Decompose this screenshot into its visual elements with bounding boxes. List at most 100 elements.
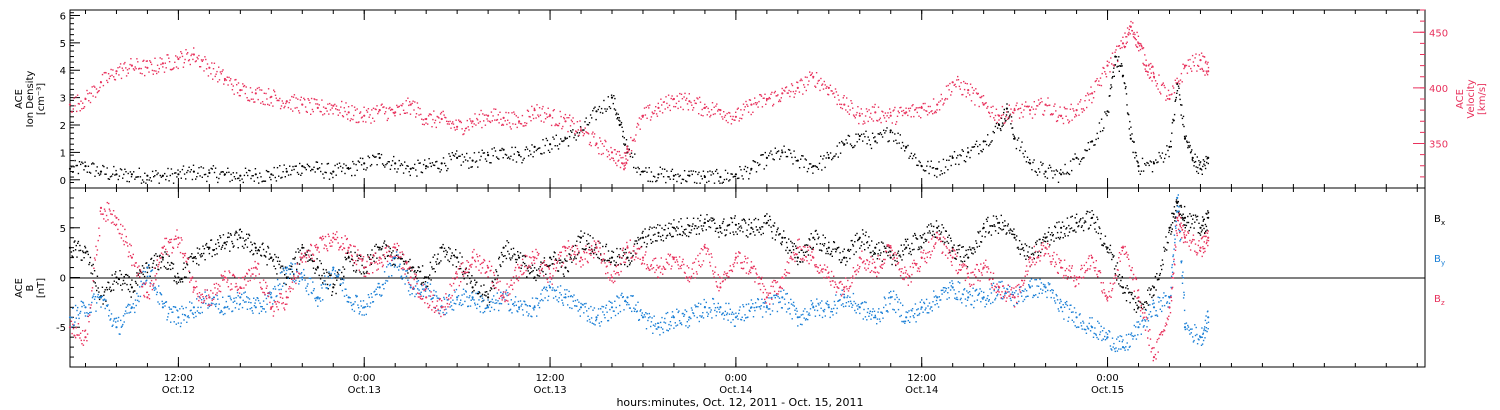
velocity-sample [300, 96, 302, 98]
velocity-sample [327, 103, 329, 105]
density-sample [907, 144, 909, 147]
b-bx-sample [103, 291, 106, 293]
b-by-sample [175, 323, 177, 325]
velocity-sample [277, 99, 279, 101]
density-sample [1188, 146, 1191, 148]
density-sample [923, 170, 926, 172]
density-sample [120, 169, 123, 171]
b-by-sample [374, 294, 377, 296]
velocity-sample [1022, 116, 1024, 118]
velocity-sample [818, 79, 820, 82]
density-sample [806, 170, 809, 173]
b-bx-sample [919, 235, 921, 237]
density-sample [220, 171, 222, 173]
velocity-sample [698, 113, 700, 115]
b-bx-sample [257, 249, 259, 252]
b-bx-sample [531, 271, 533, 273]
density-sample [376, 164, 378, 166]
b-by-sample [126, 312, 128, 314]
velocity-sample [389, 106, 391, 109]
velocity-sample [736, 108, 739, 110]
b-bx-sample [425, 285, 427, 287]
velocity-sample [1055, 120, 1058, 123]
velocity-sample [956, 79, 958, 81]
density-sample [429, 162, 431, 164]
b-bx-sample [552, 255, 555, 258]
velocity-sample [1026, 105, 1029, 107]
b-bx-sample [1083, 222, 1085, 224]
velocity-sample [544, 118, 547, 120]
density-sample [404, 161, 406, 163]
b-by-point [394, 256, 397, 259]
b-by-sample [318, 298, 320, 300]
density-sample [440, 169, 442, 171]
velocity-sample [207, 75, 210, 77]
velocity-sample [865, 108, 868, 110]
b-bx-sample [1027, 251, 1029, 253]
velocity-sample [807, 84, 809, 86]
density-sample [332, 176, 334, 179]
density-sample [785, 155, 788, 158]
b-bx-sample [1035, 241, 1037, 244]
velocity-sample [91, 86, 93, 88]
b-bx-sample [266, 264, 268, 266]
density-point [889, 129, 892, 132]
velocity-sample [409, 113, 412, 115]
b-bx-sample [1167, 242, 1169, 244]
density-sample [1108, 111, 1110, 113]
b-bx-sample [835, 251, 837, 253]
b-bx-sample [1207, 211, 1210, 214]
b-by-sample [84, 315, 87, 317]
b-bx-sample [514, 258, 517, 261]
density-sample [95, 170, 97, 172]
density-sample [740, 169, 742, 171]
velocity-sample [427, 123, 429, 125]
b-bx-sample [669, 232, 671, 234]
b-bx-sample [1183, 205, 1186, 208]
b-bx-sample [550, 258, 553, 261]
velocity-sample [930, 110, 932, 113]
density-sample [311, 168, 313, 171]
b-bx-sample [1018, 248, 1020, 250]
b-by-sample [331, 269, 334, 272]
b-bx-sample [683, 229, 686, 231]
b-bx-sample [129, 283, 132, 286]
b-bx-sample [924, 238, 926, 240]
b-bx-point [1091, 216, 1094, 219]
b-bx-sample [381, 248, 383, 250]
density-sample [739, 166, 741, 168]
velocity-sample [1133, 31, 1135, 34]
velocity-sample [71, 111, 74, 113]
b-by-sample [405, 270, 407, 272]
b-by-sample [233, 297, 235, 300]
b-bx-sample [132, 291, 134, 293]
b-bx-sample [393, 258, 396, 260]
velocity-sample [405, 100, 407, 102]
velocity-sample [172, 68, 174, 70]
density-sample [862, 140, 864, 142]
density-sample [295, 165, 297, 167]
density-sample [320, 170, 322, 173]
density-sample [1190, 150, 1192, 153]
density-sample [1026, 156, 1029, 158]
density-point [1152, 162, 1156, 165]
velocity-sample [224, 79, 226, 82]
b-bx-sample [376, 246, 379, 248]
density-sample [771, 153, 773, 156]
b-bx-sample [970, 249, 972, 251]
velocity-sample [1108, 61, 1110, 64]
b-by-sample [227, 305, 229, 308]
density-sample [887, 140, 889, 143]
density-sample [755, 171, 758, 173]
density-sample [914, 153, 916, 155]
density-sample [1162, 161, 1165, 163]
density-sample [829, 152, 832, 154]
b-bx-sample [516, 258, 518, 261]
density-sample [436, 160, 438, 163]
velocity-sample [303, 97, 305, 100]
velocity-sample [878, 119, 881, 121]
density-sample [182, 165, 185, 167]
b-bx-sample [175, 281, 177, 283]
density-sample [981, 151, 983, 153]
b-bx-sample [605, 245, 607, 248]
